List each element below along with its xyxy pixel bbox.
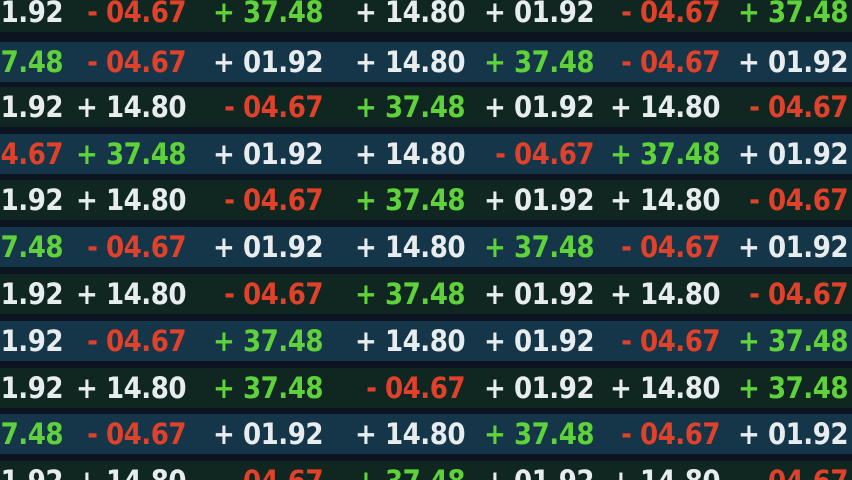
ticker-value: + 37.48 xyxy=(355,277,465,311)
ticker-value: - 04.67 xyxy=(749,90,848,124)
ticker-value: + 37.48 xyxy=(325,461,465,480)
ticker-value: + 14.80 xyxy=(580,461,720,480)
ticker-value: + 14.80 xyxy=(610,183,720,217)
ticker-value: + 14.80 xyxy=(355,230,465,264)
ticker-value: + 01.92 xyxy=(738,230,848,264)
ticker-value: + 01.92 xyxy=(738,417,848,451)
ticker-value: + 01.92 xyxy=(738,137,848,171)
ticker-value: + 01.92 xyxy=(213,230,323,264)
ticker-value: + 14.80 xyxy=(355,417,465,451)
ticker-value: + 01.92 xyxy=(484,0,594,29)
ticker-value: + 37.48 xyxy=(76,137,186,171)
ticker-value: + 37.48 xyxy=(213,0,323,29)
ticker-value: 37.48 xyxy=(0,45,64,79)
ticker-value: 04.67 xyxy=(0,137,64,171)
ticker-value: + 14.80 xyxy=(610,277,720,311)
ticker-value: + 01.92 xyxy=(484,371,594,405)
ticker-value: - 04.67 xyxy=(224,90,323,124)
ticker-value: - 04.67 xyxy=(749,183,848,217)
ticker-value: - 04.67 xyxy=(366,371,465,405)
ticker-value: 01.92 xyxy=(0,0,64,29)
ticker-value: + 37.48 xyxy=(213,324,323,358)
ticker-value: - 04.67 xyxy=(183,461,323,480)
ticker-value: + 01.92 xyxy=(484,324,594,358)
ticker-value: 01.92 xyxy=(0,183,64,217)
ticker-value: + 14.80 xyxy=(355,0,465,29)
ticker-value: - 04.67 xyxy=(621,324,720,358)
ticker-value: - 04.67 xyxy=(87,0,186,29)
ticker-row: 04.67 + 37.48 + 01.92 + 14.80 - 04.67 + 37.48… xyxy=(0,134,852,174)
ticker-value: 01.92 xyxy=(0,371,64,405)
ticker-row: 01.92 + 14.80 + 37.48 - 04.67 + 01.92 + 14.80… xyxy=(0,368,852,408)
ticker-value: + 01.92 xyxy=(454,461,594,480)
ticker-value: + 14.80 xyxy=(76,277,186,311)
ticker-value: 37.48 xyxy=(0,417,64,451)
ticker-value: + 37.48 xyxy=(484,45,594,79)
ticker-value: - 04.67 xyxy=(708,461,848,480)
ticker-value: + 01.92 xyxy=(484,277,594,311)
ticker-value: 01.92 xyxy=(0,90,64,124)
ticker-value: + 14.80 xyxy=(76,183,186,217)
ticker-value: 01.92 xyxy=(0,277,64,311)
ticker-value: + 37.48 xyxy=(610,137,720,171)
ticker-row: 01.92 - 04.67 + 37.48 + 14.80 + 01.92 - 04.67… xyxy=(0,321,852,361)
ticker-value: - 04.67 xyxy=(749,277,848,311)
ticker-value: - 04.67 xyxy=(87,230,186,264)
ticker-value: + 01.92 xyxy=(213,137,323,171)
ticker-value: + 37.48 xyxy=(738,0,848,29)
ticker-value: 01.92 xyxy=(0,324,64,358)
ticker-value: - 04.67 xyxy=(621,417,720,451)
ticker-value: - 04.67 xyxy=(224,277,323,311)
ticker-row: 01.92 + 14.80 - 04.67 + 37.48 + 01.92 + 14.80… xyxy=(0,274,852,314)
ticker-value: + 14.80 xyxy=(610,371,720,405)
ticker-value: - 04.67 xyxy=(87,45,186,79)
ticker-value: + 14.80 xyxy=(355,137,465,171)
ticker-value: + 01.92 xyxy=(484,183,594,217)
ticker-value: - 04.67 xyxy=(621,230,720,264)
ticker-value: + 37.48 xyxy=(355,90,465,124)
ticker-value: - 04.67 xyxy=(224,183,323,217)
ticker-row: 37.48 - 04.67 + 01.92 + 14.80 + 37.48 - 04.67… xyxy=(0,414,852,454)
ticker-row: 01.92 + 14.80 - 04.67 + 37.48 + 01.92 + 14.80… xyxy=(0,180,852,220)
ticker-value: 37.48 xyxy=(0,230,64,264)
ticker-row: 01.92 + 14.80 - 04.67 + 37.48 + 01.92 + 14.80… xyxy=(0,87,852,127)
ticker-row: 37.48 - 04.67 + 01.92 + 14.80 + 37.48 - 04.67… xyxy=(0,227,852,267)
ticker-value: + 37.48 xyxy=(355,183,465,217)
ticker-value: + 14.80 xyxy=(355,324,465,358)
ticker-value: + 37.48 xyxy=(484,230,594,264)
ticker-value: - 04.67 xyxy=(621,45,720,79)
ticker-value: + 01.92 xyxy=(484,90,594,124)
ticker-value: + 14.80 xyxy=(355,45,465,79)
ticker-value: - 04.67 xyxy=(87,324,186,358)
ticker-value: + 14.80 xyxy=(46,461,186,480)
ticker-value: + 37.48 xyxy=(484,417,594,451)
ticker-value: - 04.67 xyxy=(495,137,594,171)
ticker-value: + 37.48 xyxy=(213,371,323,405)
ticker-value: + 14.80 xyxy=(610,90,720,124)
ticker-row: 01.92+ 14.80- 04.67+ 37.48+ 01.92+ 14.80… xyxy=(0,461,852,480)
ticker-value: + 01.92 xyxy=(738,45,848,79)
ticker-row: 37.48 - 04.67 + 01.92 + 14.80 + 37.48 - 04.67… xyxy=(0,42,852,82)
ticker-value: + 14.80 xyxy=(76,371,186,405)
ticker-value: 01.92 xyxy=(0,461,64,480)
ticker-value: + 37.48 xyxy=(738,371,848,405)
ticker-value: + 01.92 xyxy=(213,417,323,451)
ticker-value: + 14.80 xyxy=(76,90,186,124)
ticker-value: - 04.67 xyxy=(621,0,720,29)
ticker-value: + 37.48 xyxy=(738,324,848,358)
ticker-row: 01.92 - 04.67 + 37.48 + 14.80 + 01.92 - 04.67… xyxy=(0,0,852,32)
ticker-value: + 01.92 xyxy=(213,45,323,79)
ticker-value: - 04.67 xyxy=(87,417,186,451)
